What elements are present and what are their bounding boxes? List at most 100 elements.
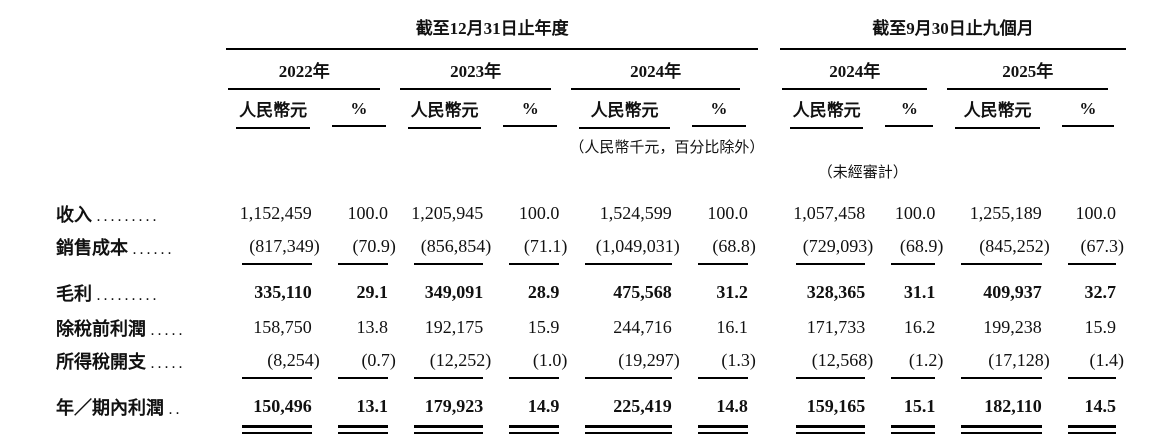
units-note: （人民幣千元，百分比除外） <box>569 140 765 156</box>
leader-dots: ......... <box>96 207 160 225</box>
unit-header-currency: 人民幣元 <box>398 90 493 129</box>
cell-value: 192,175 <box>398 311 493 344</box>
unit-currency-label: 人民幣元 <box>955 90 1040 129</box>
column-gap <box>758 12 780 49</box>
value-text: 14.8 <box>716 396 748 416</box>
table-row: 除稅前利潤 ..... 158,750 13.8 192,175 15.9 244,716… <box>56 311 1126 344</box>
unit-percent-label: % <box>503 93 558 127</box>
row-label-text: 毛利 <box>56 283 92 304</box>
rule-cell <box>1052 425 1126 443</box>
rule-cell <box>569 263 681 274</box>
unit-currency-label: 人民幣元 <box>579 90 670 129</box>
double-underline <box>891 425 936 434</box>
unit-header-currency: 人民幣元 <box>569 90 681 129</box>
unit-header-percent: % <box>875 90 945 129</box>
double-underline <box>795 425 866 434</box>
value-text: 28.9 <box>527 282 560 302</box>
cell-value: 1,524,599 <box>569 197 681 230</box>
value-text: (729,093) <box>802 236 874 256</box>
double-underline <box>509 425 560 434</box>
blank-cell <box>945 158 1126 197</box>
rule-cell <box>682 263 758 274</box>
cell-value: (67.3) <box>1052 230 1126 263</box>
value-text: 100.0 <box>347 203 388 223</box>
leader-dots: ..... <box>150 321 186 339</box>
value-text: 409,937 <box>983 282 1042 302</box>
single-underline <box>795 377 866 379</box>
rule-cell <box>780 377 875 388</box>
leader-dots: ..... <box>150 354 186 372</box>
row-label: 除稅前利潤 ..... <box>56 311 226 344</box>
cell-value: (729,093) <box>780 230 875 263</box>
cell-value: 15.9 <box>1052 311 1126 344</box>
table-row: 收入 ......... 1,152,459 100.0 1,205,945 100.0… <box>56 197 1126 230</box>
cell-value: (68.9) <box>875 230 945 263</box>
double-underline <box>585 425 672 434</box>
column-gap <box>758 90 780 129</box>
table-row: 所得稅開支 ..... (8,254) (0.7) (12,252) (1.0) (19,… <box>56 344 1126 377</box>
single-underline <box>585 377 672 379</box>
cell-value: 1,152,459 <box>226 197 321 230</box>
single-underline <box>961 377 1042 379</box>
cell-value: 15.1 <box>875 388 945 425</box>
single-underline <box>509 263 560 265</box>
cell-value: 159,165 <box>780 388 875 425</box>
unit-header-currency: 人民幣元 <box>780 90 875 129</box>
value-text: 349,091 <box>424 282 484 302</box>
single-underline <box>242 263 312 265</box>
cell-value: (17,128) <box>945 344 1051 377</box>
value-text: (71.1) <box>523 236 568 256</box>
rule-cell <box>322 263 398 274</box>
leader-dots: ......... <box>96 286 160 304</box>
value-text: 13.8 <box>356 317 388 337</box>
value-text: (0.7) <box>361 350 396 370</box>
cell-value: (71.1) <box>493 230 569 263</box>
value-text: 100.0 <box>707 203 748 223</box>
unit-percent-label: % <box>331 93 386 127</box>
value-text: 159,165 <box>806 396 866 416</box>
year-header-2025-label: 2025年 <box>947 50 1108 90</box>
value-text: 1,057,458 <box>793 203 866 223</box>
value-text: 13.1 <box>356 396 388 416</box>
cell-value: (1,049,031) <box>569 230 681 263</box>
value-text: 100.0 <box>1075 203 1117 223</box>
rule-cell <box>226 263 321 274</box>
value-text: 32.7 <box>1084 282 1117 302</box>
cell-value: 328,365 <box>780 274 875 311</box>
value-text: 14.5 <box>1084 396 1117 416</box>
value-text: (19,297) <box>618 350 680 370</box>
single-underline <box>585 263 672 265</box>
rule-cell <box>569 377 681 388</box>
blank-cell <box>56 377 226 388</box>
value-text: 158,750 <box>253 317 312 337</box>
rule-cell <box>682 425 758 443</box>
cell-value: (1.0) <box>493 344 569 377</box>
value-text: (856,854) <box>420 236 492 256</box>
period-header-row: 截至12月31日止年度 截至9月30日止九個月 <box>56 12 1126 50</box>
cell-value: 171,733 <box>780 311 875 344</box>
cell-value: 13.1 <box>322 388 398 425</box>
column-gap <box>758 311 780 344</box>
double-underline <box>697 425 748 434</box>
cell-value: (1.2) <box>875 344 945 377</box>
financial-summary-table: 截至12月31日止年度 截至9月30日止九個月 2022年 2023年 2024… <box>56 12 1126 443</box>
value-text: 1,255,189 <box>969 203 1042 223</box>
cell-value: 100.0 <box>322 197 398 230</box>
row-label-text: 年／期內利潤 <box>56 397 164 418</box>
blank-cell <box>56 425 226 443</box>
value-text: (67.3) <box>1080 236 1125 256</box>
cell-value: 1,205,945 <box>398 197 493 230</box>
column-gap <box>758 274 780 311</box>
year-header-2024-interim-label: 2024年 <box>781 50 928 90</box>
value-text: 1,205,945 <box>411 203 484 223</box>
cell-value: 182,110 <box>945 388 1051 425</box>
cell-value: 100.0 <box>875 197 945 230</box>
cell-value: 13.8 <box>322 311 398 344</box>
rule-cell <box>682 377 758 388</box>
double-underline <box>242 425 312 434</box>
single-underline <box>337 377 388 379</box>
year-header-2023: 2023年 <box>398 49 569 90</box>
double-underline <box>413 425 484 434</box>
double-underline <box>1067 425 1116 434</box>
